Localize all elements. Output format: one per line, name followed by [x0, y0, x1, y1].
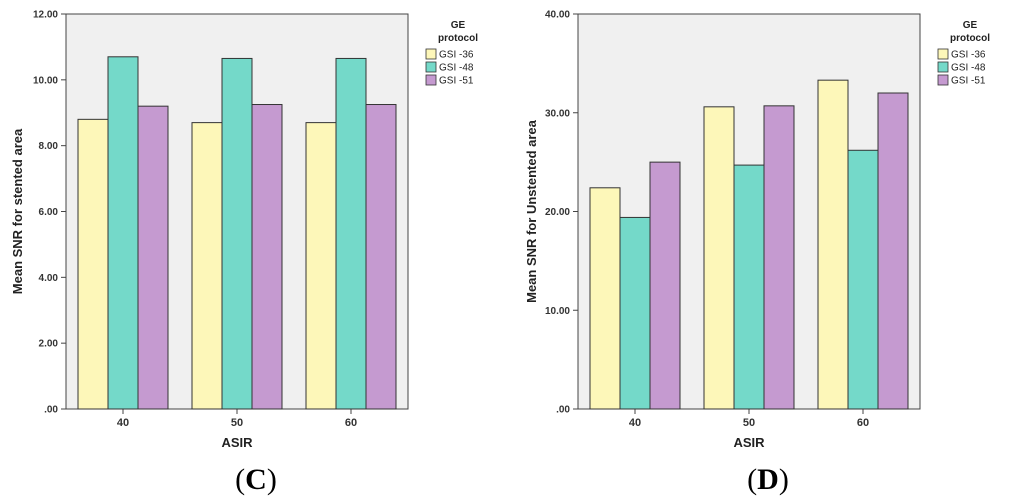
bar: [107, 56, 139, 410]
y-tick-label: 20.00: [545, 207, 570, 218]
panel-label-d-open: (: [747, 463, 758, 496]
y-axis-label: Mean SNR for Unstented area: [524, 119, 539, 303]
legend-swatch: [937, 74, 949, 86]
legend-title-line2: protocol: [950, 33, 990, 44]
bar: [619, 216, 651, 410]
y-tick-label: 40.00: [545, 10, 570, 21]
x-tick-label: 40: [629, 417, 641, 429]
legend-entry: GSI -36: [951, 50, 986, 61]
bar: [703, 106, 735, 410]
legend-swatch: [425, 74, 437, 86]
bar: [251, 104, 283, 410]
y-tick-label: .00: [556, 405, 570, 416]
bar: [191, 122, 223, 410]
panel-label-d: (D): [512, 463, 1024, 497]
legend-swatch: [937, 48, 949, 60]
chart-panel-d: .00 10.00 20.00 30.00 40.00 40 50 60 ASIR Mean SN…: [512, 0, 1024, 503]
x-tick-label: 60: [857, 417, 869, 429]
y-tick-label: 6.00: [39, 207, 59, 218]
bar: [589, 187, 621, 410]
bar: [137, 105, 169, 410]
chart-c: .00 2.00 4.00 6.00 8.00 10.00 12.00 40 50 60 ASIR M…: [10, 10, 478, 451]
bar: [365, 104, 397, 410]
legend-title-line1: GE: [451, 20, 466, 31]
legend-swatch: [937, 61, 949, 73]
legend-entry: GSI -48: [439, 63, 474, 74]
x-tick-label: 60: [345, 417, 357, 429]
y-tick-label: 10.00: [545, 306, 570, 317]
y-tick-label: 8.00: [39, 141, 59, 152]
legend-entry: GSI -51: [439, 76, 474, 87]
bar: [847, 149, 879, 410]
x-tick-label: 50: [231, 417, 243, 429]
x-axis-label: ASIR: [221, 435, 253, 450]
chart-d: .00 10.00 20.00 30.00 40.00 40 50 60 ASIR Mean SN…: [524, 10, 990, 451]
bar: [335, 57, 367, 410]
panel-label-c: (C): [0, 463, 512, 497]
bar: [877, 92, 909, 410]
panel-label-d-letter: D: [757, 463, 779, 496]
chart-panel-c: .00 2.00 4.00 6.00 8.00 10.00 12.00 40 50 60 ASIR M…: [0, 10, 512, 497]
panel-label-c-close: ): [266, 463, 277, 496]
legend-swatch: [425, 61, 437, 73]
bar: [649, 161, 681, 410]
panel-label-c-letter: C: [245, 463, 267, 496]
y-tick-label: 10.00: [33, 75, 58, 86]
bar: [77, 118, 109, 410]
y-tick-label: 30.00: [545, 108, 570, 119]
y-axis-label: Mean SNR for stented area: [10, 128, 25, 294]
legend-entry: GSI -36: [439, 50, 474, 61]
bar: [733, 164, 765, 410]
legend-title-line2: protocol: [438, 33, 478, 44]
x-axis-label: ASIR: [733, 435, 765, 450]
y-tick-label: 4.00: [39, 273, 59, 284]
bar: [305, 122, 337, 410]
legend-swatch: [425, 48, 437, 60]
panel-label-c-open: (: [235, 463, 246, 496]
panel-label-d-close: ): [778, 463, 789, 496]
bar: [763, 105, 795, 410]
y-tick-label: 2.00: [39, 339, 59, 350]
x-tick-label: 50: [743, 417, 755, 429]
bar: [221, 57, 253, 410]
legend-title-line1: GE: [963, 20, 978, 31]
bar: [817, 79, 849, 410]
legend-entry: GSI -51: [951, 76, 986, 87]
y-tick-label: .00: [44, 405, 58, 416]
legend-entry: GSI -48: [951, 63, 986, 74]
y-tick-label: 12.00: [33, 10, 58, 21]
x-tick-label: 40: [117, 417, 129, 429]
